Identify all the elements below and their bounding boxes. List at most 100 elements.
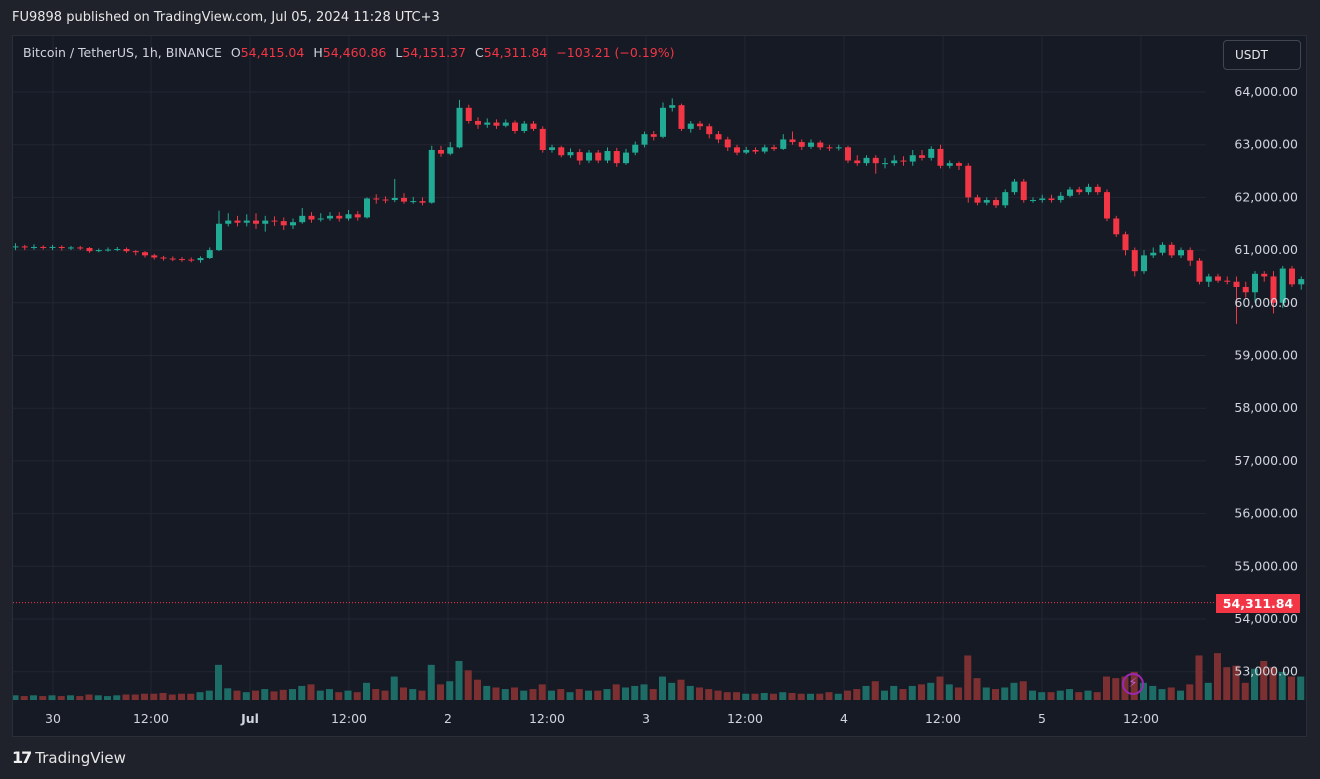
candle [484,118,491,128]
volume-bar [409,689,417,700]
volume-bar [862,685,870,700]
volume-bar [686,685,694,700]
volume-bar [659,676,666,700]
high-value: 54,460.86 [322,45,387,60]
volume-bar [446,681,454,700]
candle [86,246,93,253]
candle [382,196,389,204]
candle-body [539,128,546,150]
candlestick-chart[interactable]: 64,000.00 63,000.00 62,000.00 61,000.00 60,0… [13,36,1306,736]
volume-bar [1195,655,1203,700]
symbol-name[interactable]: Bitcoin / TetherUS, 1h, BINANCE [23,45,222,60]
candle-body [1104,192,1110,219]
volume-bar [1140,682,1147,700]
candle-body [1178,250,1184,256]
candle-body [456,107,463,148]
candle [1270,271,1277,314]
candle-body [928,148,935,158]
candle-body [142,252,148,256]
volume-bar [427,664,435,700]
volume-bar [770,693,777,700]
tradingview-logo-icon: 17 [12,748,32,767]
volume-bar [973,678,981,700]
candle-body [382,199,389,201]
volume-bar [205,690,213,700]
candle [1252,271,1258,303]
volume-bar [1186,684,1194,700]
volume-bar [30,695,37,700]
volume-bar [779,692,787,700]
volume-bar [335,692,343,700]
volume-bar [853,689,861,700]
candle-body [151,255,158,258]
candle-body [789,139,796,143]
candle [354,211,361,221]
volume-bar [668,682,676,700]
time-tick-label: 3 [642,711,650,726]
candle [465,104,472,124]
time-axis[interactable]: 30 12:00 Jul 12:00 2 12:00 3 12:00 4 12:00 5 12:00 [45,711,1159,726]
footer-brand[interactable]: 17 TradingView [12,748,126,767]
volume-bar [520,690,528,700]
candle [669,98,676,112]
volume-bar [603,689,611,700]
candle-body [1141,255,1147,272]
candle-body [567,152,574,156]
price-axis[interactable]: 64,000.00 63,000.00 62,000.00 61,000.00 60,0… [1234,84,1298,679]
lightning-alert-icon[interactable]: ⚡ [1122,673,1144,695]
currency-button[interactable]: USDT [1223,40,1301,70]
volume-bar [178,693,185,700]
candle-body [1030,200,1036,202]
candle [1131,247,1138,277]
candle [530,120,537,131]
close-label: C [474,45,484,60]
candle [114,246,121,252]
candle-body [771,147,777,149]
candle [1094,184,1101,195]
candle-body [1279,268,1286,303]
price-tick-label: 58,000.00 [1234,400,1298,415]
candle [678,103,685,131]
candle-body [234,220,241,223]
candle-body [1039,198,1046,201]
candle [1178,247,1184,259]
candle [900,156,907,166]
brand-name: TradingView [35,748,126,767]
candle [641,131,648,148]
volume-bar [511,687,518,700]
candle [1085,183,1092,195]
volume-bar [1269,667,1277,700]
volume-bar [982,687,990,700]
candle [623,148,629,165]
candle [299,207,306,224]
candle-body [743,149,750,153]
candle [105,247,111,252]
time-tick-label: 2 [444,711,452,726]
volume-bar [159,692,167,700]
volume-bar [474,679,481,700]
candle [845,145,851,164]
chart-panel[interactable]: 64,000.00 63,000.00 62,000.00 61,000.00 60,0… [12,35,1307,737]
volume-bar [1177,690,1184,700]
candle [77,245,84,251]
candle-body [1150,252,1157,256]
candle-body [706,126,713,135]
candle-body [13,246,19,248]
candle [49,244,56,251]
candle-body [280,221,287,226]
volume-bar [1066,689,1073,700]
candle-body [1131,250,1138,272]
candle [1168,242,1175,259]
candle [428,145,435,204]
symbol-legend[interactable]: Bitcoin / TetherUS, 1h, BINANCE O54,415.0… [23,45,674,60]
candle [1104,189,1110,222]
candle-body [225,220,232,224]
candle-body [484,122,491,125]
volume-bar [723,692,731,700]
candle [456,99,463,149]
volume-bar [464,670,472,700]
volume-bar [797,693,805,700]
volume-bar [1232,665,1240,700]
candle [68,245,74,251]
candle [549,144,555,153]
